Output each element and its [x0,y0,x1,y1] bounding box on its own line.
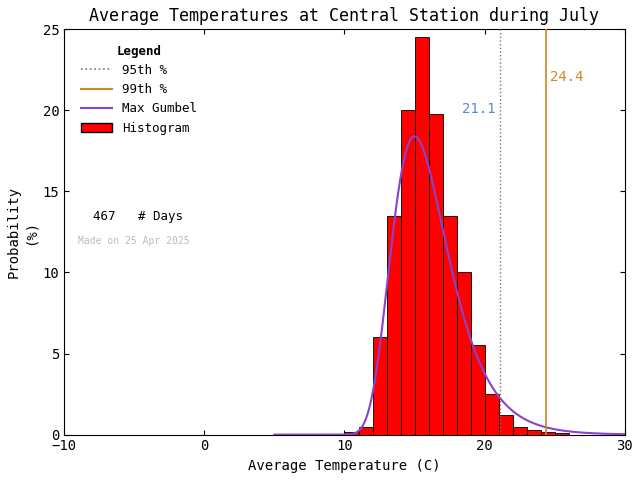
Bar [555,433,569,434]
Bar [484,394,499,434]
Bar [401,110,415,434]
Bar [387,216,401,434]
Bar [470,346,484,434]
Bar [372,337,387,434]
Bar [415,37,429,434]
Bar [429,114,443,434]
Bar [499,415,513,434]
Text: 467   # Days: 467 # Days [78,210,183,223]
Bar [527,430,541,434]
Bar [344,432,358,434]
Text: 21.1: 21.1 [462,102,496,116]
Title: Average Temperatures at Central Station during July: Average Temperatures at Central Station … [90,7,600,25]
Bar [513,427,527,434]
Text: 24.4: 24.4 [550,70,584,84]
Bar [541,432,555,434]
Bar [443,216,456,434]
Bar [358,427,372,434]
Y-axis label: Probability
(%): Probability (%) [7,186,37,278]
Text: Made on 25 Apr 2025: Made on 25 Apr 2025 [78,236,190,246]
Bar [456,273,470,434]
X-axis label: Average Temperature (C): Average Temperature (C) [248,459,441,473]
Legend: 95th %, 99th %, Max Gumbel, Histogram: 95th %, 99th %, Max Gumbel, Histogram [76,39,202,140]
